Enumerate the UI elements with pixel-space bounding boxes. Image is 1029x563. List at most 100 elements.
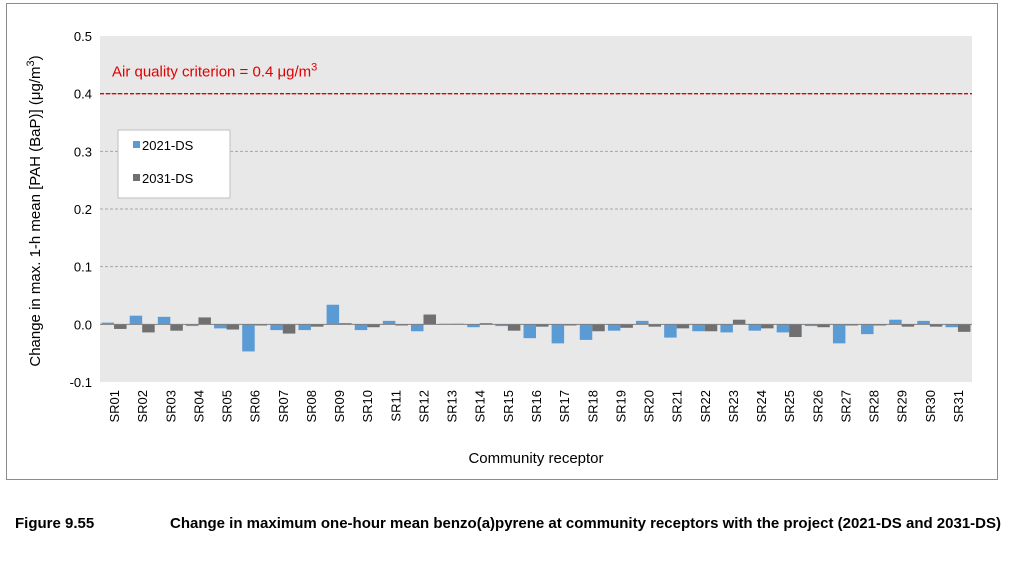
bar-2031-ds-sr06 bbox=[254, 324, 268, 326]
bar-2031-ds-sr22 bbox=[704, 324, 718, 332]
x-tick-label: SR23 bbox=[726, 390, 741, 423]
bar-2021-ds-sr28 bbox=[861, 324, 874, 335]
bar-2021-ds-sr17 bbox=[551, 324, 565, 344]
bar-2031-ds-sr03 bbox=[170, 324, 183, 331]
bar-2021-ds-sr12 bbox=[410, 324, 424, 332]
bar-2031-ds-sr10 bbox=[367, 324, 380, 328]
bar-2021-ds-sr05 bbox=[214, 324, 227, 329]
bar-2031-ds-sr21 bbox=[676, 324, 690, 329]
x-tick-label: SR03 bbox=[163, 390, 178, 423]
x-tick-label: SR08 bbox=[304, 390, 319, 423]
x-tick-label: SR13 bbox=[445, 390, 460, 423]
bar-2021-ds-sr07 bbox=[270, 324, 283, 331]
x-tick-label: SR07 bbox=[276, 390, 291, 423]
x-tick-label: SR11 bbox=[388, 390, 403, 422]
criterion-label-text: Air quality criterion = 0.4 μg/m bbox=[112, 64, 311, 81]
bar-2021-ds-sr20 bbox=[636, 320, 649, 325]
figure-caption-text: Change in maximum one-hour mean benzo(a)… bbox=[170, 515, 1002, 532]
bar-2031-ds-sr01 bbox=[114, 324, 127, 329]
bar-2031-ds-sr09 bbox=[339, 323, 352, 325]
bars bbox=[101, 304, 971, 352]
bar-2021-ds-sr16 bbox=[523, 324, 536, 339]
bar-2031-ds-sr25 bbox=[789, 324, 802, 338]
bar-2021-ds-sr30 bbox=[917, 320, 930, 325]
y-tick-label: 0.4 bbox=[74, 87, 92, 102]
bar-2021-ds-sr08 bbox=[298, 324, 311, 331]
bar-2021-ds-sr02 bbox=[129, 315, 143, 325]
bar-2021-ds-sr10 bbox=[354, 324, 368, 331]
chart-frame: -0.1 0.0 0.1 0.2 0.3 0.4 0.5 Air quality crite… bbox=[6, 3, 998, 480]
bar-2021-ds-sr27 bbox=[832, 324, 846, 344]
x-tick-label: SR25 bbox=[782, 390, 797, 423]
x-tick-label: SR15 bbox=[501, 390, 516, 423]
bar-2021-ds-sr23 bbox=[720, 324, 733, 333]
bar-2021-ds-sr11 bbox=[382, 320, 396, 325]
bar-2031-ds-sr05 bbox=[226, 324, 240, 330]
bar-2021-ds-sr24 bbox=[748, 324, 762, 331]
bar-2031-ds-sr12 bbox=[423, 314, 436, 325]
y-tick-label: 0.0 bbox=[74, 317, 92, 332]
x-tick-label: SR01 bbox=[107, 390, 122, 423]
x-tick-label: SR10 bbox=[360, 390, 375, 423]
x-tick-label: SR05 bbox=[220, 390, 235, 423]
bar-2021-ds-sr04 bbox=[185, 324, 199, 327]
x-tick-label: SR29 bbox=[895, 390, 910, 423]
legend: 2021-DS 2031-DS bbox=[117, 129, 231, 199]
legend-label-2021-ds: 2021-DS bbox=[142, 138, 194, 153]
bar-2031-ds-sr20 bbox=[648, 324, 662, 327]
chart-svg: -0.1 0.0 0.1 0.2 0.3 0.4 0.5 Air quality crite… bbox=[25, 29, 972, 467]
figure-number: Figure 9.55 bbox=[15, 515, 95, 532]
bar-2021-ds-sr18 bbox=[579, 324, 593, 340]
bar-2031-ds-sr15 bbox=[507, 324, 521, 331]
x-tick-label: SR21 bbox=[670, 390, 685, 423]
bar-2021-ds-sr26 bbox=[804, 324, 818, 327]
x-tick-label: SR12 bbox=[416, 390, 431, 423]
bar-2021-ds-sr21 bbox=[664, 324, 677, 338]
y-axis-title: Change in max. 1-h mean [PAH (BaP)] (μg/… bbox=[25, 55, 44, 366]
bar-2021-ds-sr15 bbox=[495, 324, 508, 327]
x-tick-label: SR06 bbox=[248, 390, 263, 423]
x-axis-title: Community receptor bbox=[468, 450, 603, 467]
legend-swatch-2021-ds bbox=[133, 141, 140, 148]
y-tick-label: 0.1 bbox=[74, 260, 92, 275]
x-tick-label: SR14 bbox=[473, 390, 488, 423]
x-tick-label: SR18 bbox=[585, 390, 600, 423]
bar-2031-ds-sr16 bbox=[536, 324, 549, 327]
y-tick-label: 0.3 bbox=[74, 144, 92, 159]
bar-2021-ds-sr25 bbox=[776, 324, 790, 333]
bar-2031-ds-sr27 bbox=[845, 324, 858, 326]
bar-2031-ds-sr19 bbox=[620, 324, 633, 328]
bar-2031-ds-sr26 bbox=[817, 324, 830, 328]
x-tick-label: SR02 bbox=[135, 390, 150, 423]
y-axis-title-end: ) bbox=[27, 55, 44, 60]
x-tick-label: SR16 bbox=[529, 390, 544, 423]
bar-2021-ds-sr03 bbox=[157, 316, 171, 325]
bar-2021-ds-sr22 bbox=[692, 324, 705, 332]
y-axis-title-superscript: 3 bbox=[25, 60, 37, 66]
bar-2021-ds-sr06 bbox=[242, 324, 255, 352]
bar-2031-ds-sr04 bbox=[198, 317, 211, 325]
x-tick-label: SR30 bbox=[923, 390, 938, 423]
bar-2031-ds-sr28 bbox=[873, 324, 887, 326]
x-tick-label: SR09 bbox=[332, 390, 347, 423]
criterion-label: Air quality criterion = 0.4 μg/m3 bbox=[112, 62, 317, 81]
y-axis-title-text: Change in max. 1-h mean [PAH (BaP)] (μg/… bbox=[27, 66, 44, 366]
y-tick-label: -0.1 bbox=[70, 375, 92, 390]
bar-2031-ds-sr08 bbox=[310, 324, 324, 327]
bar-2031-ds-sr14 bbox=[479, 323, 493, 325]
x-tick-label: SR27 bbox=[838, 390, 853, 423]
bar-2021-ds-sr09 bbox=[326, 304, 340, 325]
x-tick-label: SR22 bbox=[698, 390, 713, 423]
criterion-label-superscript: 3 bbox=[311, 62, 317, 74]
x-tick-label: SR26 bbox=[810, 390, 825, 423]
bar-2021-ds-sr19 bbox=[607, 324, 621, 331]
bar-2021-ds-sr14 bbox=[467, 324, 480, 328]
x-axis-ticks: SR01 SR02 SR03 SR04 SR05 SR06 SR07 SR08 SR09 SR10… bbox=[107, 390, 966, 423]
bar-2031-ds-sr02 bbox=[142, 324, 155, 333]
bar-2031-ds-sr18 bbox=[592, 324, 605, 332]
bar-2031-ds-sr07 bbox=[282, 324, 296, 334]
y-tick-label: 0.5 bbox=[74, 29, 92, 44]
x-tick-label: SR24 bbox=[754, 390, 769, 423]
bar-2031-ds-sr29 bbox=[901, 324, 915, 327]
y-axis-ticks: -0.1 0.0 0.1 0.2 0.3 0.4 0.5 bbox=[70, 29, 92, 390]
